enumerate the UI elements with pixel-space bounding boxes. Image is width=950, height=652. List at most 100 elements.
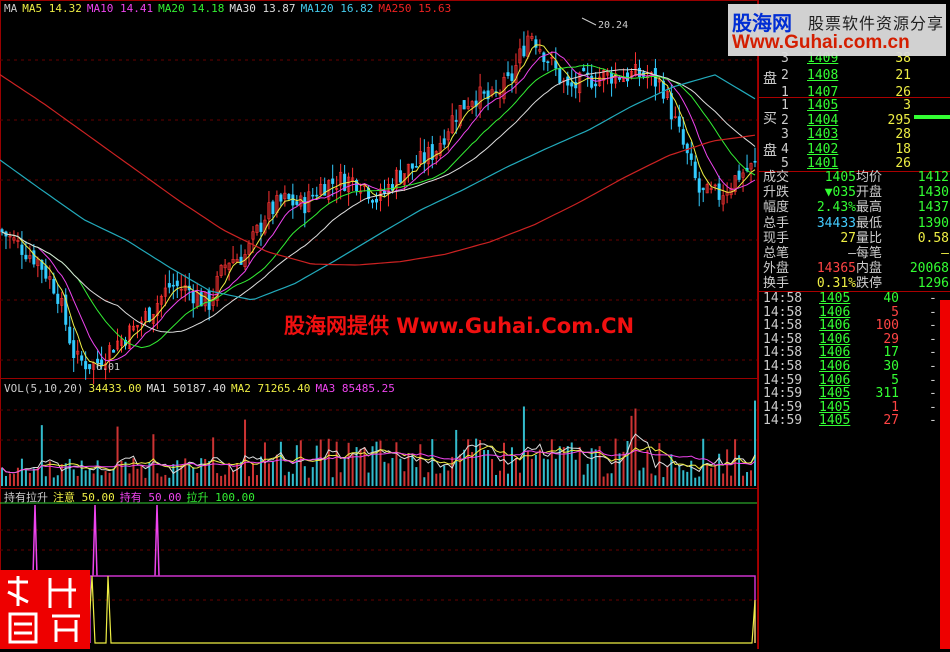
indicator-legend: 持有拉升 注意 50.00 持有 50.00 拉升 100.00: [4, 489, 260, 505]
volume-bar: [291, 473, 294, 486]
candle-body: [223, 264, 227, 269]
volume-bar: [267, 463, 270, 486]
candle-body: [657, 79, 661, 83]
volume-bar: [339, 472, 342, 486]
candle-body: [458, 104, 462, 127]
candle-body: [227, 262, 231, 270]
ask-row[interactable]: 2 1408 21: [781, 68, 911, 83]
volume-bar: [216, 473, 219, 486]
volume-bar: [359, 448, 362, 486]
bid-row[interactable]: 1 1405 3: [781, 98, 911, 113]
candle-body: [283, 192, 287, 200]
volume-bar: [200, 458, 203, 486]
volume-bar: [160, 476, 163, 486]
signal-spike: [92, 504, 98, 577]
legend-item: MA5 14.32: [22, 2, 82, 15]
candle-body: [247, 243, 251, 255]
volume-bar: [538, 449, 541, 486]
ma-legend: MA MA5 14.32 MA10 14.41 MA20 14.18 MA30 13.8…: [4, 2, 456, 15]
candle-body: [347, 176, 351, 193]
candle-body: [661, 80, 665, 99]
candle-body: [418, 151, 422, 164]
volume-bar: [722, 473, 725, 486]
candle-body: [28, 255, 32, 259]
volume-bar: [196, 472, 199, 486]
bid-row[interactable]: 5 1401 26: [781, 156, 911, 171]
volume-bar: [367, 472, 370, 486]
candle-body: [482, 91, 486, 94]
volume-bar: [140, 464, 143, 486]
candle-body: [462, 100, 466, 110]
volume-bar: [530, 458, 533, 486]
volume-bar: [120, 460, 123, 486]
candle-body: [104, 363, 108, 370]
high-price-label: 20.24: [598, 20, 628, 31]
candle-body: [219, 265, 223, 276]
volume-bar: [730, 475, 733, 486]
candle-body: [16, 240, 20, 242]
volume-bar: [228, 462, 231, 486]
ask-row[interactable]: 1 1407 26: [781, 85, 911, 100]
legend-item: MA30 13.87: [229, 2, 296, 15]
volume-bar: [244, 419, 247, 486]
candle-body: [72, 340, 76, 359]
candle-body: [355, 180, 359, 192]
volume-bar: [327, 438, 330, 486]
bid-row[interactable]: 4 1402 18: [781, 141, 911, 157]
bid-row[interactable]: 2 1404 295: [781, 112, 911, 128]
candle-body: [303, 197, 307, 214]
volume-bar: [156, 473, 159, 486]
low-price-label: 6.01: [96, 362, 120, 373]
volume-bar: [315, 445, 318, 486]
candle-body: [717, 183, 721, 200]
volume-bar: [447, 470, 450, 486]
tick-row: 14:59 1405 311-: [763, 386, 937, 402]
stat-row: 现手 27 量比 0.58: [763, 230, 949, 246]
volume-bar: [754, 400, 757, 486]
volume-bar: [602, 476, 605, 486]
candle-body: [315, 194, 319, 197]
volume-bar: [606, 473, 609, 486]
candle-body: [538, 49, 542, 52]
candle-body: [96, 358, 100, 364]
candle-body: [673, 116, 677, 118]
volume-bar: [263, 442, 266, 486]
volume-bar: [654, 475, 657, 486]
volume-bar: [335, 441, 338, 486]
candle-body: [442, 138, 446, 145]
candle-body: [183, 285, 187, 291]
volume-bar: [427, 472, 430, 486]
volume-bar: [220, 475, 223, 486]
candle-body: [171, 284, 175, 287]
legend-item: VOL(5,10,20): [4, 382, 84, 395]
volume-bar: [630, 415, 633, 486]
legend-item: 持有拉升: [4, 491, 48, 504]
volume-bar: [634, 408, 637, 486]
volume-bar: [674, 467, 677, 486]
volume-bar: [172, 464, 175, 486]
candle-body: [470, 101, 474, 107]
volume-bar: [232, 470, 235, 486]
volume-bar: [435, 473, 438, 486]
volume-bar: [391, 457, 394, 486]
bid-row[interactable]: 3 1403 28: [781, 127, 911, 142]
kline-chart[interactable]: 20.24 6.01: [0, 0, 758, 649]
volume-bar: [574, 459, 577, 486]
volume-bar: [283, 475, 286, 486]
stat-row: 总手 34433 最低 1390: [763, 215, 949, 231]
legend-item: MA250 15.63: [378, 2, 452, 15]
volume-bar: [550, 439, 553, 486]
volume-bar: [236, 463, 239, 486]
candle-body: [131, 325, 135, 331]
volume-bar: [303, 466, 306, 486]
candle-body: [163, 287, 167, 297]
candle-body: [56, 293, 60, 304]
candle-body: [510, 73, 514, 81]
scrollbar[interactable]: [940, 300, 950, 649]
candle-body: [665, 91, 669, 99]
volume-bar: [443, 465, 446, 486]
candle-body: [410, 163, 414, 169]
volume-bar: [24, 469, 27, 486]
candle-body: [143, 311, 147, 321]
volume-bar: [28, 473, 31, 486]
